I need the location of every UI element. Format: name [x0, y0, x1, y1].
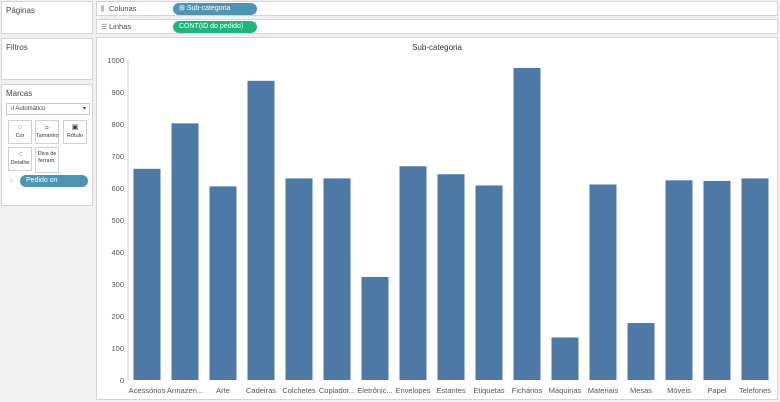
rows-icon: ☰: [101, 24, 108, 31]
columns-shelf[interactable]: ⫼ Colunas ⊞ Sub-categoria: [96, 1, 778, 16]
bar[interactable]: [247, 80, 275, 381]
tooltip-button[interactable]: Dica de ferram.: [35, 147, 59, 173]
filters-card[interactable]: Filtros: [1, 38, 93, 80]
chart-view[interactable]: Sub-categoria 0 100 200 300 400 500 600 700 800 9…: [96, 37, 778, 400]
columns-icon: ⫼: [101, 6, 105, 13]
y-tick-label: 800: [111, 120, 124, 129]
filters-title: Filtros: [6, 43, 28, 52]
detail-button[interactable]: ⁖ Detalhe: [8, 147, 32, 171]
y-tick-label: 500: [111, 216, 124, 225]
mark-type-dropdown[interactable]: ıl Automático ▾: [6, 103, 90, 115]
bar-chart: Sub-categoria 0 100 200 300 400 500 600 700 800 9…: [107, 43, 771, 395]
columns-shelf-label-wrap: ⫼ Colunas: [101, 4, 137, 14]
bar[interactable]: [133, 168, 161, 380]
color-button[interactable]: ⁘ Cor: [8, 120, 32, 144]
rows-label: Linhas: [109, 22, 132, 31]
bar[interactable]: [741, 178, 769, 380]
bar[interactable]: [437, 174, 465, 380]
x-tick-label: Arte: [216, 386, 230, 395]
detail-button-label: Detalhe: [10, 160, 30, 166]
x-tick-label: Materiais: [588, 386, 619, 395]
size-icon: ⌕: [44, 123, 50, 132]
x-tick-label: Envelopes: [395, 386, 430, 395]
marks-title: Marcas: [6, 89, 33, 98]
detail-pill-icon: ⁖: [9, 178, 14, 185]
bar[interactable]: [361, 276, 389, 380]
marks-card: Marcas ıl Automático ▾ ⁘ Cor ⌕ Tamanho ▣…: [1, 84, 93, 206]
size-button[interactable]: ⌕ Tamanho: [35, 120, 59, 144]
x-tick-label: Papel: [707, 386, 727, 395]
y-tick-label: 200: [111, 312, 124, 321]
x-tick-label: Cadeiras: [246, 386, 276, 395]
bar[interactable]: [209, 186, 237, 380]
bar[interactable]: [513, 68, 541, 380]
tooltip-button-label: Dica de ferram.: [37, 151, 57, 164]
color-dots-icon: ⁘: [16, 123, 24, 132]
bar[interactable]: [323, 178, 351, 380]
y-tick-label: 300: [111, 280, 124, 289]
columns-pill-label: Sub-categoria: [186, 5, 231, 12]
bar[interactable]: [703, 180, 731, 380]
x-tick-label: Acessórios: [129, 386, 166, 395]
x-tick-label: Móveis: [667, 386, 691, 395]
y-tick-label: 1000: [107, 56, 124, 65]
y-tick-label: 900: [111, 88, 124, 97]
pages-title: Páginas: [6, 6, 35, 15]
label-icon: ▣: [71, 124, 79, 131]
bar[interactable]: [475, 185, 503, 380]
detail-pill[interactable]: Pedido on: [20, 175, 88, 187]
columns-label: Colunas: [109, 4, 137, 13]
y-tick-label: 600: [111, 184, 124, 193]
label-button[interactable]: ▣ Rótulo: [63, 120, 87, 144]
x-tick-label: Etiquetas: [473, 386, 505, 395]
pages-card: Páginas: [1, 1, 93, 34]
x-tick-label: Mesas: [630, 386, 652, 395]
color-button-label: Cor: [15, 133, 25, 139]
x-tick-label: Máquinas: [549, 386, 582, 395]
x-tick-label: Estantes: [436, 386, 465, 395]
y-tick-label: 700: [111, 152, 124, 161]
label-button-label: Rótulo: [67, 133, 83, 139]
bar-chart-icon: ıl: [11, 106, 16, 112]
y-tick-label: 0: [120, 376, 124, 385]
bar[interactable]: [589, 184, 617, 380]
x-tick-label: Colchetes: [282, 386, 316, 395]
rows-shelf-label-wrap: ☰ Linhas: [101, 22, 131, 31]
bar[interactable]: [627, 323, 655, 380]
mark-type-value: Automático: [15, 106, 46, 112]
detail-icon: ⁖: [17, 150, 23, 159]
size-button-label: Tamanho: [36, 133, 59, 139]
chevron-down-icon: ▾: [82, 106, 86, 112]
y-tick-label: 400: [111, 248, 124, 257]
x-tick-label: Telefones: [739, 386, 771, 395]
chart-title: Sub-categoria: [412, 43, 462, 52]
bar[interactable]: [285, 178, 313, 380]
bar[interactable]: [171, 123, 199, 381]
bar[interactable]: [551, 337, 579, 380]
x-tick-label: Fichários: [512, 386, 543, 395]
rows-pill[interactable]: CONT(ID do pedido): [173, 21, 257, 33]
columns-pill[interactable]: ⊞ Sub-categoria: [173, 3, 257, 15]
rows-shelf[interactable]: ☰ Linhas CONT(ID do pedido): [96, 19, 778, 34]
bar[interactable]: [399, 166, 427, 380]
bar[interactable]: [665, 180, 693, 380]
x-tick-label: Armazen...: [167, 386, 203, 395]
x-tick-label: Copiador...: [319, 386, 355, 395]
y-tick-label: 100: [111, 344, 124, 353]
x-tick-label: Eletrônic...: [357, 386, 392, 395]
dimension-icon: ⊞: [179, 5, 187, 12]
